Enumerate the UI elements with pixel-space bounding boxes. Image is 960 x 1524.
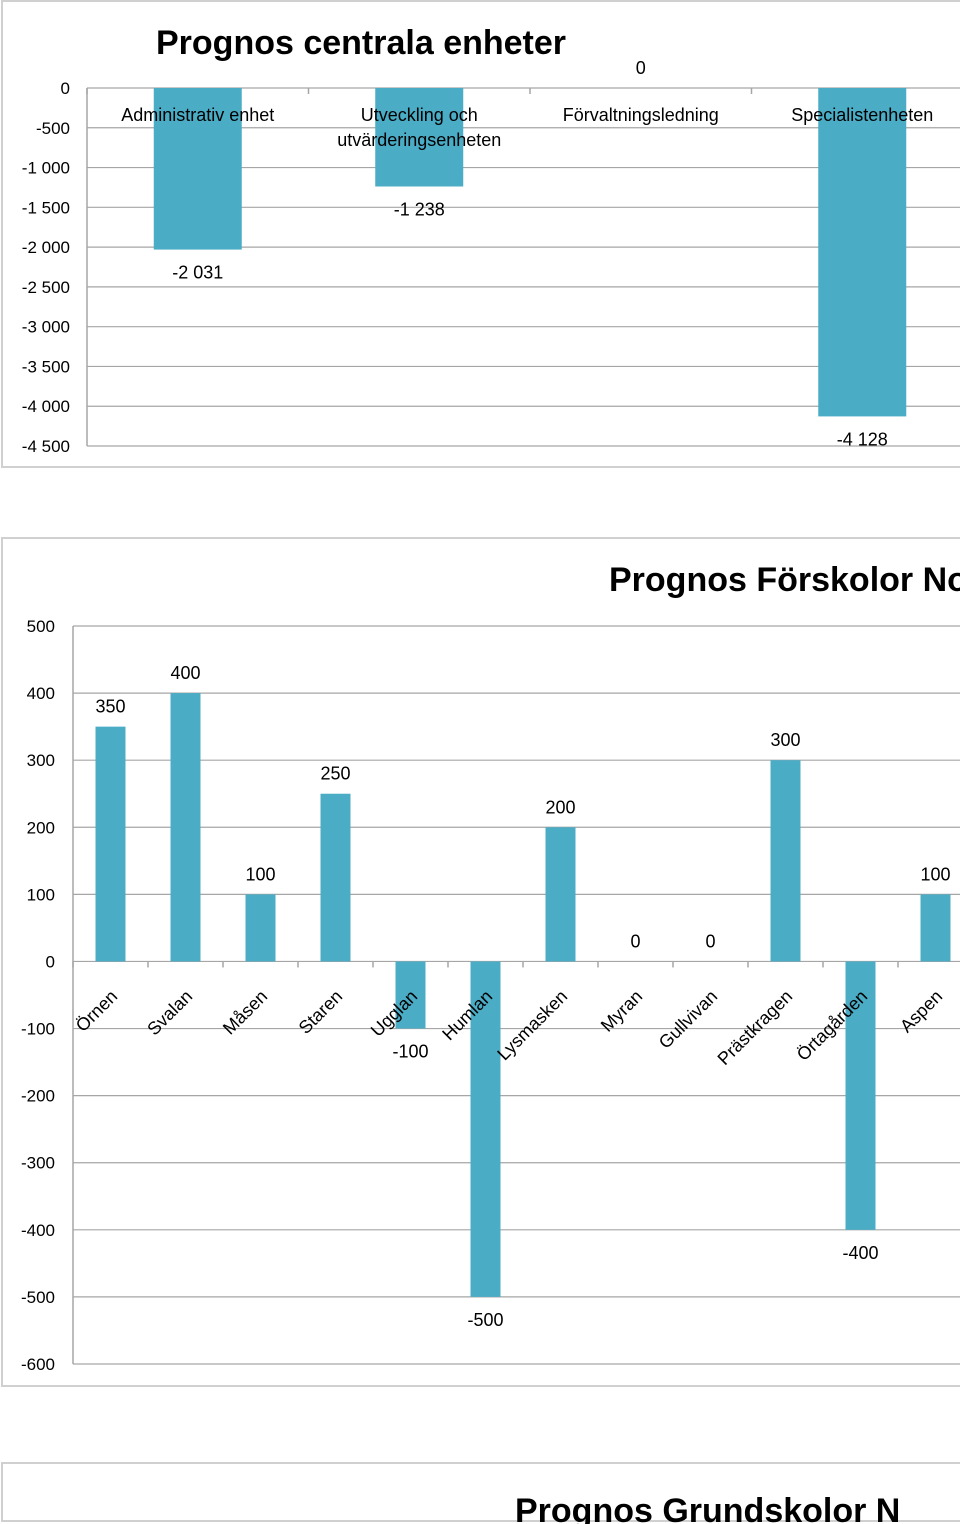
chart2-data-label: 300 xyxy=(770,730,800,750)
chart3-frame: Prognos Grundskolor N xyxy=(1,1462,960,1524)
chart1-data-label: 0 xyxy=(636,58,646,78)
chart1-ytick-label: -4 000 xyxy=(22,397,70,416)
chart2-ytick-label: -300 xyxy=(21,1154,55,1173)
chart2-data-label: 350 xyxy=(95,697,125,717)
chart2-bar xyxy=(845,961,876,1230)
chart2-category-label: Gullvivan xyxy=(655,986,721,1052)
chart1-category-label: utvärderingsenheten xyxy=(337,130,501,150)
chart3-svg: Prognos Grundskolor N xyxy=(515,1492,900,1524)
chart2-ytick-label: -100 xyxy=(21,1020,55,1039)
chart2-ytick-label: 400 xyxy=(27,684,55,703)
chart2-bar xyxy=(95,726,126,962)
chart2-data-label: 250 xyxy=(320,764,350,784)
chart1-data-label: -1 238 xyxy=(394,199,445,219)
chart1-category-label: Utveckling och xyxy=(361,105,478,125)
chart1-ytick-label: -3 000 xyxy=(22,318,70,337)
chart1-bar xyxy=(153,88,242,250)
chart2-category-label: Prästkragen xyxy=(714,986,797,1069)
chart2-data-label: -500 xyxy=(467,1310,503,1330)
chart2-ytick-label: -600 xyxy=(21,1355,55,1374)
chart2-data-label: 0 xyxy=(705,931,715,951)
chart2-bar xyxy=(170,693,201,962)
chart2-data-label: 100 xyxy=(920,864,950,884)
chart1-ytick-label: -2 500 xyxy=(22,278,70,297)
chart1-ytick-label: -2 000 xyxy=(22,238,70,257)
chart1-ytick-label: -500 xyxy=(36,119,70,138)
chart2-category-label: Svalan xyxy=(143,986,196,1039)
chart2-bar xyxy=(770,760,801,962)
chart1-data-label: -2 031 xyxy=(172,263,223,283)
chart2-data-label: 0 xyxy=(630,931,640,951)
chart2-data-label: 400 xyxy=(170,663,200,683)
chart2-svg: 500 400 300 200 100 0 -100 -200 -300 -400 -500 -600… xyxy=(21,561,960,1374)
chart2-bar xyxy=(545,827,576,962)
chart2-ytick-label: -400 xyxy=(21,1221,55,1240)
chart2-data-label: 100 xyxy=(245,864,275,884)
chart2-category-label: Staren xyxy=(295,986,347,1038)
chart1-ytick-label: -1 000 xyxy=(22,159,70,178)
chart1-category-label: Administrativ enhet xyxy=(121,105,274,125)
chart2-ytick-label: 100 xyxy=(27,885,55,904)
chart2-bar xyxy=(320,793,351,962)
chart2-ytick-label: -200 xyxy=(21,1087,55,1106)
chart2-ytick-label: 500 xyxy=(27,617,55,636)
chart2-data-label: 200 xyxy=(545,797,575,817)
chart2-frame: 500 400 300 200 100 0 -100 -200 -300 -400 -500 -600… xyxy=(1,537,960,1387)
chart1-ytick-label: -3 500 xyxy=(22,357,70,376)
chart2-ytick-label: 300 xyxy=(27,751,55,770)
chart1-ytick-label: -4 500 xyxy=(22,437,70,456)
chart2-category-label: Lysmasken xyxy=(493,986,571,1064)
chart2-title: Prognos Förskolor Norr xyxy=(609,561,960,599)
chart2-bar xyxy=(470,961,501,1297)
chart1-svg: 0 -500 -1 000 -1 500 -2 000 -2 500 -3 000 -3 50… xyxy=(22,24,960,456)
chart1-bar xyxy=(818,88,907,417)
chart1-category-label: Specialistenheten xyxy=(791,105,933,125)
chart2-bar xyxy=(395,961,426,1029)
chart2-ytick-label: -500 xyxy=(21,1288,55,1307)
chart1-category-label: Förvaltningsledning xyxy=(563,105,719,125)
chart2-bar xyxy=(920,894,951,962)
chart2-data-label: -100 xyxy=(392,1042,428,1062)
chart2-ytick-label: 200 xyxy=(27,818,55,837)
chart2-ytick-label: 0 xyxy=(46,952,55,971)
chart2-category-label: Måsen xyxy=(219,986,271,1038)
chart1-title: Prognos centrala enheter xyxy=(156,24,566,62)
chart2-bar xyxy=(245,894,276,962)
chart1-bar xyxy=(375,88,464,187)
chart2-data-label: -400 xyxy=(842,1243,878,1263)
chart1-ytick-label: 0 xyxy=(61,79,70,98)
chart1-frame: 0 -500 -1 000 -1 500 -2 000 -2 500 -3 000 -3 50… xyxy=(1,0,960,468)
chart1-data-label: -4 128 xyxy=(837,429,888,449)
chart1-ytick-label: -1 500 xyxy=(22,198,70,217)
